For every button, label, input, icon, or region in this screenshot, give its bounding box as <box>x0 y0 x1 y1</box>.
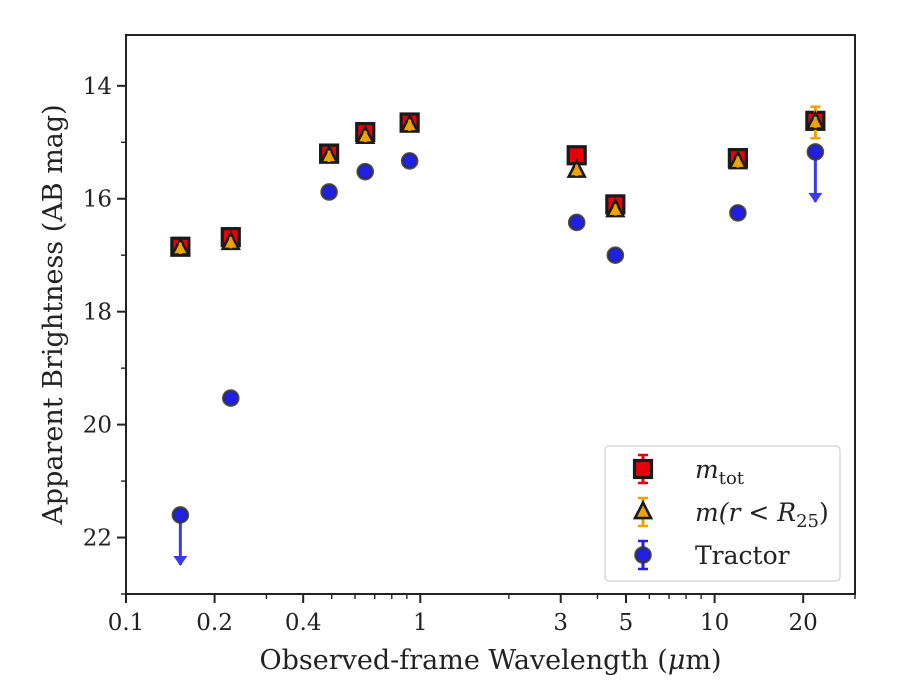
data-point <box>400 152 419 170</box>
data-point <box>221 389 240 407</box>
plot-frame <box>125 34 856 595</box>
x-tick-label: 20 <box>789 610 818 636</box>
x-tick-label: 5 <box>619 610 634 636</box>
y-tick-label: 22 <box>83 526 112 552</box>
data-point <box>806 143 825 203</box>
data-point <box>606 246 625 265</box>
data-point <box>170 236 191 256</box>
x-axis: 0.1 0.2 0.4 1 3 5 10 20 <box>108 594 856 636</box>
legend-circle-marker <box>634 546 652 564</box>
legend-item: Tractor <box>634 539 790 571</box>
y-tick-label: 14 <box>83 74 112 100</box>
data-point <box>729 204 747 222</box>
y-axis-label: Apparent Brightness (AB mag) <box>38 104 69 525</box>
data-point <box>727 149 749 170</box>
data-point <box>171 506 190 566</box>
legend-box <box>604 445 841 582</box>
y-tick-label: 18 <box>83 300 112 326</box>
data-point <box>320 183 338 201</box>
data-point <box>220 230 241 251</box>
legend-item: m(r < R25) <box>632 496 829 532</box>
upper-limit-arrowhead <box>173 555 188 566</box>
data-point <box>399 113 420 133</box>
x-axis-label-mu: μ <box>668 645 686 676</box>
legend-label-suffix: ) <box>819 498 829 527</box>
x-tick-label: 3 <box>553 610 568 636</box>
x-axis-label-start: Observed-frame Wavelength ( <box>259 645 667 676</box>
legend-label-main: m <box>695 455 719 484</box>
legend-item: mtot <box>632 453 745 489</box>
x-axis-label-end: m) <box>685 645 721 676</box>
legend-square-marker <box>632 458 654 480</box>
legend: mtot m(r < R25) Tractor <box>604 445 841 582</box>
data-point <box>355 124 376 145</box>
data-point <box>605 197 626 218</box>
data-point <box>566 158 587 178</box>
data-marks <box>170 105 826 566</box>
data-point <box>805 105 826 140</box>
legend-label: Tractor <box>695 541 790 570</box>
data-point <box>567 213 586 232</box>
legend-label: m(r < R25) <box>695 498 829 532</box>
legend-label-sub: 25 <box>796 511 819 532</box>
x-axis-label: Observed-frame Wavelength (μm) <box>259 645 721 676</box>
y-tick-label: 16 <box>83 187 112 213</box>
data-point <box>318 144 340 164</box>
data-point <box>356 162 375 181</box>
x-tick-label: 0.1 <box>108 610 145 636</box>
series-square <box>170 110 826 257</box>
x-tick-label: 0.2 <box>196 610 233 636</box>
x-tick-label: 1 <box>413 610 428 636</box>
legend-label-sub: tot <box>719 468 745 489</box>
series-circle <box>171 143 825 566</box>
legend-label: mtot <box>695 455 745 489</box>
x-tick-label: 0.4 <box>285 610 322 636</box>
legend-label-prefix: m(r < R <box>695 498 796 527</box>
y-axis: 14 16 18 20 22 <box>83 74 126 595</box>
upper-limit-arrowhead <box>808 192 823 203</box>
legend-triangle-marker <box>632 499 654 520</box>
x-tick-label: 10 <box>700 610 729 636</box>
series-triangle <box>170 105 826 256</box>
y-tick-label: 20 <box>83 413 112 439</box>
